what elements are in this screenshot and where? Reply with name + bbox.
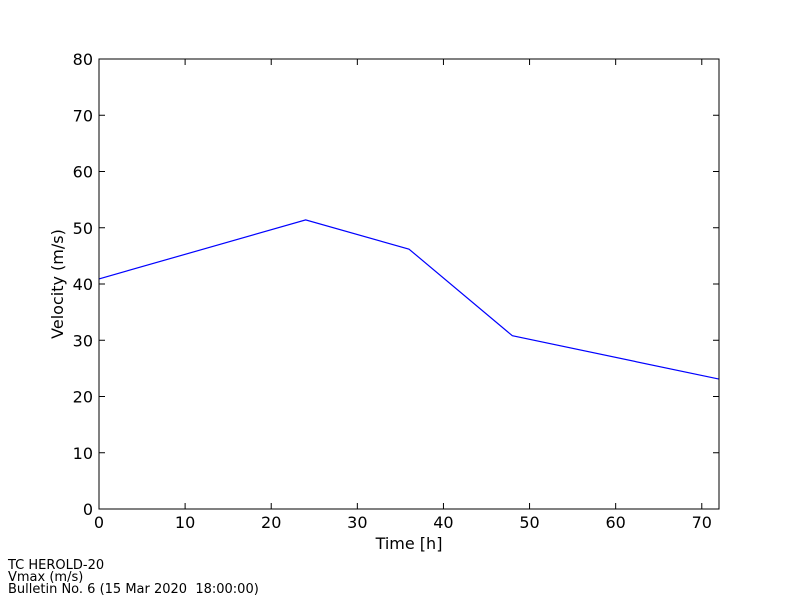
x-tick-label: 0 [94, 513, 104, 532]
y-tick-label: 50 [73, 219, 93, 238]
plot-frame [98, 58, 720, 510]
x-tick-label: 10 [175, 513, 195, 532]
data-line [98, 219, 720, 380]
x-tick-label: 60 [605, 513, 625, 532]
x-axis-label: Time [h] [375, 534, 443, 553]
x-tick-label: 70 [692, 513, 712, 532]
y-tick-label: 10 [73, 444, 93, 463]
y-tick-label: 70 [73, 106, 93, 125]
footer-line: Bulletin No. 6 (15 Mar 2020 18:00:00) [8, 582, 259, 597]
x-tick-label: 20 [261, 513, 281, 532]
y-tick-label: 0 [83, 500, 93, 519]
footer-line: TC HEROLD-20 [7, 558, 104, 573]
x-tick-label: 50 [519, 513, 539, 532]
x-tick-label: 30 [347, 513, 367, 532]
x-tick-label: 40 [433, 513, 453, 532]
y-tick-label: 40 [73, 275, 93, 294]
y-tick-label: 20 [73, 388, 93, 407]
footer-line: Vmax (m/s) [8, 570, 83, 585]
y-tick-label: 30 [73, 331, 93, 350]
y-axis-label: Velocity (m/s) [48, 229, 67, 339]
y-tick-label: 60 [73, 163, 93, 182]
y-tick-label: 80 [73, 50, 93, 69]
